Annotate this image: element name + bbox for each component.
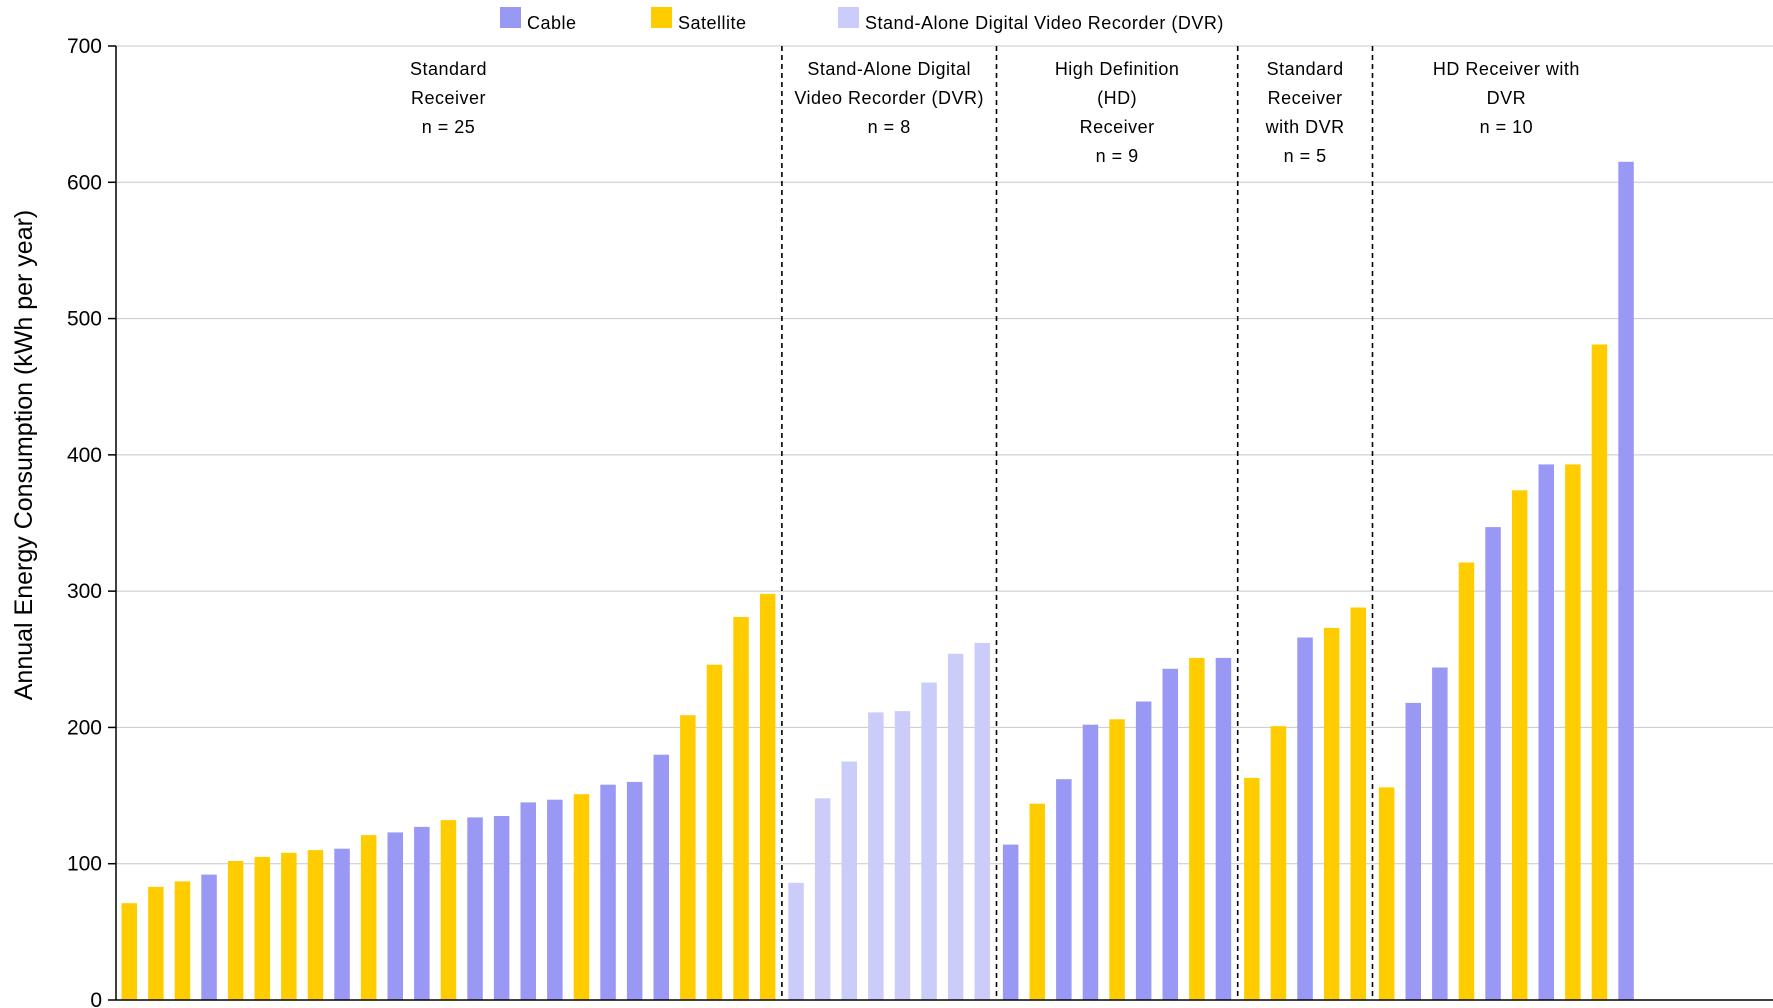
bar-satellite	[733, 617, 749, 1000]
bar-cable	[626, 781, 643, 1000]
bar-cable	[201, 874, 217, 1000]
bar-satellite	[573, 794, 590, 1000]
bar-cable	[1056, 779, 1072, 1000]
group-label-line: Video Recorder (DVR)	[794, 88, 984, 108]
bar-satellite	[360, 835, 377, 1000]
legend-swatch-dvr	[838, 7, 859, 28]
bar-satellite	[1270, 726, 1287, 1000]
bar-satellite	[706, 664, 723, 1000]
group-label-line: Receiver	[1080, 117, 1155, 137]
gridlines	[116, 45, 1773, 865]
bar-satellite	[1109, 719, 1125, 1000]
bar-cable	[493, 816, 510, 1000]
bar-satellite	[1511, 490, 1528, 1000]
legend-swatch-cable	[500, 7, 521, 28]
bar-satellite	[1378, 787, 1395, 1000]
bar-dvr	[788, 882, 804, 1000]
group-label-line: Stand-Alone Digital	[807, 59, 971, 79]
bar-cable	[1297, 637, 1313, 1000]
bar-cable	[334, 848, 350, 1000]
bar-cable	[1162, 668, 1178, 1000]
y-tick-label: 600	[67, 171, 102, 194]
group-label-line: with DVR	[1265, 117, 1345, 137]
bar-satellite	[1458, 562, 1475, 1000]
bar-satellite	[121, 903, 137, 1000]
group-label-line: n = 5	[1284, 146, 1327, 166]
bar-satellite	[1350, 607, 1366, 1000]
axes: 0 100 200 300 400 500 600 700	[67, 35, 1773, 1008]
bar-satellite	[1189, 657, 1205, 1000]
bar-satellite	[680, 715, 696, 1000]
legend: Cable Satellite Stand-Alone Digital Video …	[500, 7, 1224, 33]
bar-dvr	[868, 712, 884, 1000]
bar-satellite	[307, 850, 324, 1000]
bar-dvr	[921, 682, 937, 1000]
bar-satellite	[281, 852, 297, 1000]
y-tick-label: 700	[67, 35, 102, 58]
group-label-line: Standard	[1267, 59, 1344, 79]
group-label-line: Receiver	[1268, 88, 1343, 108]
bar-cable	[1485, 527, 1501, 1000]
group-label-line: DVR	[1487, 88, 1527, 108]
group-label-line: (HD)	[1097, 88, 1137, 108]
y-axis-label: Annual Energy Consumption (kWh per year)	[10, 210, 38, 701]
group-labels: Standard Receiver n = 25 Stand-Alone Digita…	[410, 59, 1580, 166]
group-label-line: n = 10	[1480, 117, 1534, 137]
legend-swatch-satellite	[651, 7, 672, 28]
group-label-line: Receiver	[411, 88, 486, 108]
bar-cable	[1135, 701, 1152, 1000]
group-separators	[781, 46, 1374, 1000]
group-label-line: Standard	[410, 59, 487, 79]
bar-satellite	[759, 593, 776, 1000]
bar-cable	[1082, 724, 1099, 1000]
bar-satellite	[148, 886, 164, 1000]
bar-cable	[653, 754, 669, 1000]
bar-cable	[547, 799, 563, 1000]
group-label-line: High Definition	[1055, 59, 1180, 79]
bar-cable	[1002, 844, 1019, 1000]
legend-label-satellite: Satellite	[678, 13, 747, 33]
bar-cable	[520, 802, 536, 1000]
legend-label-cable: Cable	[527, 13, 577, 33]
legend-label-dvr: Stand-Alone Digital Video Recorder (DVR)	[865, 13, 1224, 33]
y-tick-label: 100	[67, 853, 102, 876]
bar-dvr	[974, 642, 990, 1000]
bar-cable	[1215, 657, 1232, 1000]
y-tick-label: 300	[67, 580, 102, 603]
bar-satellite	[1244, 777, 1260, 1000]
bar-cable	[1538, 464, 1554, 1000]
bars	[121, 161, 1634, 1001]
bar-cable	[1432, 667, 1448, 1000]
group-label-line: n = 9	[1096, 146, 1139, 166]
bar-cable	[1618, 161, 1634, 1001]
group-label-line: n = 8	[868, 117, 911, 137]
bar-satellite	[174, 881, 191, 1000]
y-tick-label: 400	[67, 444, 102, 467]
bar-cable	[600, 784, 616, 1000]
bar-cable	[467, 817, 483, 1000]
bar-satellite	[1591, 344, 1608, 1000]
bar-dvr	[947, 653, 964, 1000]
bar-cable	[1405, 702, 1421, 1000]
bar-satellite	[1565, 464, 1581, 1000]
bar-satellite	[440, 820, 457, 1000]
bar-dvr	[841, 761, 857, 1000]
bar-dvr	[814, 798, 831, 1000]
bar-satellite	[227, 861, 244, 1000]
group-label-line: n = 25	[422, 117, 476, 137]
y-tick-label: 200	[67, 716, 102, 739]
y-tick-label: 0	[90, 989, 102, 1008]
bar-satellite	[1029, 803, 1045, 1000]
bar-satellite	[254, 856, 270, 1000]
y-tick-label: 500	[67, 308, 102, 331]
bar-dvr	[894, 711, 911, 1000]
group-label-line: HD Receiver with	[1433, 59, 1580, 79]
bar-cable	[414, 826, 430, 1000]
bar-cable	[387, 832, 403, 1000]
bar-satellite	[1323, 627, 1340, 1000]
